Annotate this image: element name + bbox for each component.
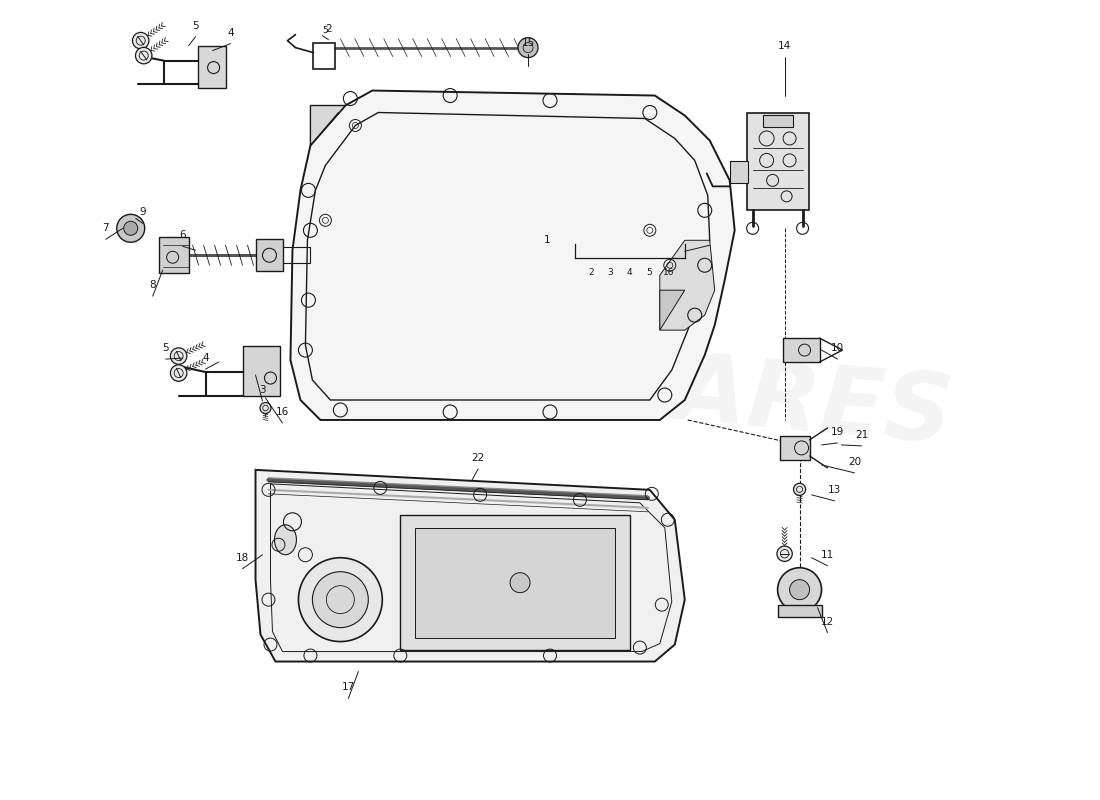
Text: 15: 15	[521, 38, 535, 48]
Text: 5: 5	[322, 26, 328, 35]
Bar	[415, 528, 615, 638]
Polygon shape	[782, 338, 820, 362]
Polygon shape	[255, 470, 685, 662]
Bar	[778, 605, 822, 617]
Text: a passion for porsche 1985: a passion for porsche 1985	[280, 564, 620, 635]
Text: 5: 5	[163, 343, 169, 353]
Text: 2: 2	[588, 268, 594, 277]
Text: 14: 14	[778, 41, 791, 50]
Text: 22: 22	[472, 453, 485, 463]
Bar	[242, 346, 280, 396]
Circle shape	[117, 214, 145, 242]
Circle shape	[777, 546, 792, 562]
Circle shape	[778, 568, 822, 612]
Polygon shape	[660, 240, 715, 330]
Bar	[255, 239, 284, 271]
Text: 20: 20	[848, 457, 861, 467]
Text: euro: euro	[329, 213, 631, 328]
Text: SPARES: SPARES	[543, 337, 956, 463]
Circle shape	[135, 47, 152, 64]
Circle shape	[132, 32, 148, 49]
Circle shape	[170, 348, 187, 364]
Circle shape	[170, 365, 187, 382]
Circle shape	[260, 402, 271, 414]
Circle shape	[123, 222, 138, 235]
Bar	[762, 115, 793, 127]
Polygon shape	[290, 90, 735, 420]
Text: 3: 3	[607, 268, 614, 277]
Text: 6: 6	[179, 230, 186, 240]
Text: 4: 4	[202, 353, 209, 363]
Polygon shape	[320, 113, 707, 246]
Text: 8: 8	[150, 280, 156, 290]
Text: 19: 19	[830, 427, 844, 437]
Polygon shape	[310, 106, 345, 146]
Circle shape	[510, 573, 530, 593]
Circle shape	[312, 572, 368, 628]
Polygon shape	[660, 290, 685, 330]
Bar	[158, 238, 188, 274]
Text: 3: 3	[260, 385, 266, 395]
Text: 5: 5	[192, 21, 199, 30]
Text: 16: 16	[663, 268, 674, 277]
Text: 10: 10	[830, 343, 844, 353]
Bar	[729, 162, 748, 183]
Text: 21: 21	[855, 430, 868, 440]
Text: 5: 5	[647, 268, 652, 277]
Circle shape	[298, 558, 383, 642]
Text: 9: 9	[140, 207, 146, 218]
Text: 17: 17	[342, 682, 355, 693]
Text: 18: 18	[235, 553, 250, 562]
Text: 13: 13	[828, 485, 842, 495]
Bar	[400, 515, 630, 650]
Text: 2: 2	[326, 24, 332, 34]
Text: 4: 4	[228, 28, 234, 38]
Polygon shape	[307, 246, 710, 400]
Bar	[747, 113, 808, 210]
Bar	[198, 46, 226, 87]
Circle shape	[790, 580, 810, 600]
Text: 12: 12	[821, 617, 834, 626]
Text: 16: 16	[276, 407, 289, 417]
Circle shape	[793, 483, 805, 495]
Bar	[314, 42, 336, 69]
Text: 4: 4	[627, 268, 632, 277]
Circle shape	[518, 38, 538, 58]
Bar	[780, 436, 810, 460]
Text: 11: 11	[821, 550, 834, 560]
Text: 7: 7	[102, 223, 109, 234]
Ellipse shape	[275, 525, 296, 554]
Text: 1: 1	[543, 235, 550, 246]
